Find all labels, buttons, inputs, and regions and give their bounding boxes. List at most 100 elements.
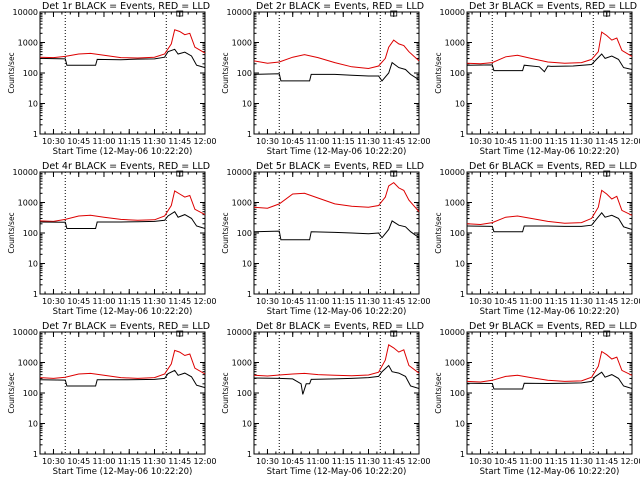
x-axis-label: Start Time (12-May-06 10:22:20) <box>267 467 407 477</box>
y-tick-label: 1000 <box>232 199 252 208</box>
flag-marker <box>390 10 398 17</box>
x-tick-label: 11:15 <box>545 137 568 146</box>
x-tick-label: 11:15 <box>118 137 141 146</box>
flag-marker <box>603 170 611 177</box>
flag-marker <box>603 10 611 17</box>
x-axis-label: Start Time (12-May-06 10:22:20) <box>53 147 193 157</box>
x-axis-label: Start Time (12-May-06 10:22:20) <box>267 147 407 157</box>
y-axis-label: Counts/sec <box>434 52 443 93</box>
flag-marker <box>176 170 184 177</box>
x-tick-label: 11:30 <box>143 137 166 146</box>
y-tick-label: 1 <box>33 450 38 459</box>
y-tick-label: 10000 <box>13 328 38 337</box>
x-axis-label: Start Time (12-May-06 10:22:20) <box>53 307 193 317</box>
panel-det-9: Det 9r BLACK = Events, RED = LLD 1 10 100 10… <box>434 321 640 477</box>
x-tick-label: 10:30 <box>469 457 492 466</box>
x-tick-label: 10:45 <box>281 297 304 306</box>
x-tick-label: 11:30 <box>357 297 380 306</box>
panel-det-5: Det 5r BLACK = Events, RED = LLD 1 10 100 10… <box>221 161 431 317</box>
panel-title: Det 3r BLACK = Events, RED = LLD <box>469 1 637 12</box>
y-tick-label: 10000 <box>440 8 465 17</box>
x-tick-label: 11:00 <box>519 297 542 306</box>
y-axis-label: Counts/sec <box>434 212 443 253</box>
y-tick-label: 1000 <box>18 39 38 48</box>
x-tick-label: 11:30 <box>143 297 166 306</box>
x-tick-label: 10:45 <box>494 457 517 466</box>
y-tick-label: 10 <box>455 260 465 269</box>
plot-frame <box>466 11 633 135</box>
x-tick-label: 11:30 <box>357 457 380 466</box>
panel-det-1: Det 1r BLACK = Events, RED = LLD 1 10 100 10… <box>7 1 217 157</box>
x-tick-label: 12:00 <box>193 457 216 466</box>
panel-title: Det 9r BLACK = Events, RED = LLD <box>469 321 637 332</box>
plot-frame <box>253 171 420 295</box>
y-tick-label: 10 <box>455 420 465 429</box>
plot-frame <box>253 331 420 455</box>
x-tick-label: 10:30 <box>256 137 279 146</box>
y-tick-label: 1 <box>460 290 465 299</box>
y-tick-label: 1000 <box>445 359 465 368</box>
x-tick-label: 12:00 <box>407 297 430 306</box>
x-tick-label: 10:45 <box>67 297 90 306</box>
plot-frame <box>39 11 206 135</box>
x-axis-label: Start Time (12-May-06 10:22:20) <box>267 307 407 317</box>
x-tick-label: 11:45 <box>168 297 191 306</box>
panel-det-3: Det 3r BLACK = Events, RED = LLD 1 10 100 10… <box>434 1 640 157</box>
lld-series-line <box>253 39 420 70</box>
lld-series-line <box>39 190 206 222</box>
x-tick-label: 11:30 <box>357 137 380 146</box>
events-series-line <box>39 211 206 229</box>
x-tick-label: 10:30 <box>469 137 492 146</box>
x-tick-label: 11:45 <box>595 457 618 466</box>
y-tick-label: 10000 <box>227 168 252 177</box>
plot-frame <box>466 171 633 295</box>
plot-frame <box>253 11 420 135</box>
x-tick-label: 10:45 <box>494 297 517 306</box>
x-tick-label: 11:30 <box>570 457 593 466</box>
y-tick-label: 100 <box>237 69 252 78</box>
y-tick-label: 100 <box>450 229 465 238</box>
panel-title: Det 5r BLACK = Events, RED = LLD <box>256 161 424 172</box>
y-tick-label: 1000 <box>445 39 465 48</box>
x-axis-label: Start Time (12-May-06 10:22:20) <box>480 307 620 317</box>
flag-marker <box>390 330 398 337</box>
y-tick-label: 1000 <box>232 39 252 48</box>
x-tick-label: 11:15 <box>332 137 355 146</box>
y-tick-label: 1 <box>460 130 465 139</box>
y-tick-label: 1 <box>247 450 252 459</box>
x-tick-label: 10:45 <box>281 137 304 146</box>
y-tick-label: 10 <box>28 420 38 429</box>
x-tick-label: 12:00 <box>193 297 216 306</box>
x-tick-label: 10:30 <box>42 137 65 146</box>
events-series-line <box>466 371 633 390</box>
panel-title: Det 4r BLACK = Events, RED = LLD <box>42 161 210 172</box>
x-tick-label: 11:00 <box>306 297 329 306</box>
y-tick-label: 1 <box>460 450 465 459</box>
x-tick-label: 11:15 <box>118 297 141 306</box>
y-tick-label: 100 <box>23 229 38 238</box>
x-axis-label: Start Time (12-May-06 10:22:20) <box>480 467 620 477</box>
y-tick-label: 10000 <box>13 168 38 177</box>
y-tick-label: 100 <box>237 229 252 238</box>
y-tick-label: 1000 <box>232 359 252 368</box>
y-tick-label: 10 <box>242 260 252 269</box>
y-axis-label: Counts/sec <box>7 52 16 93</box>
x-tick-label: 11:45 <box>382 457 405 466</box>
y-tick-label: 10 <box>242 420 252 429</box>
x-tick-label: 12:00 <box>407 137 430 146</box>
x-tick-label: 11:30 <box>570 137 593 146</box>
x-tick-label: 12:00 <box>620 457 640 466</box>
flag-marker <box>603 330 611 337</box>
flag-marker <box>176 330 184 337</box>
x-tick-label: 10:30 <box>469 297 492 306</box>
x-tick-label: 11:45 <box>595 137 618 146</box>
panel-det-8: Det 8r BLACK = Events, RED = LLD 1 10 100 10… <box>221 321 431 477</box>
y-tick-label: 1 <box>33 290 38 299</box>
x-tick-label: 11:30 <box>570 297 593 306</box>
x-tick-label: 10:45 <box>494 137 517 146</box>
y-tick-label: 1 <box>247 130 252 139</box>
x-tick-label: 10:30 <box>42 457 65 466</box>
y-tick-label: 100 <box>23 69 38 78</box>
y-tick-label: 100 <box>23 389 38 398</box>
